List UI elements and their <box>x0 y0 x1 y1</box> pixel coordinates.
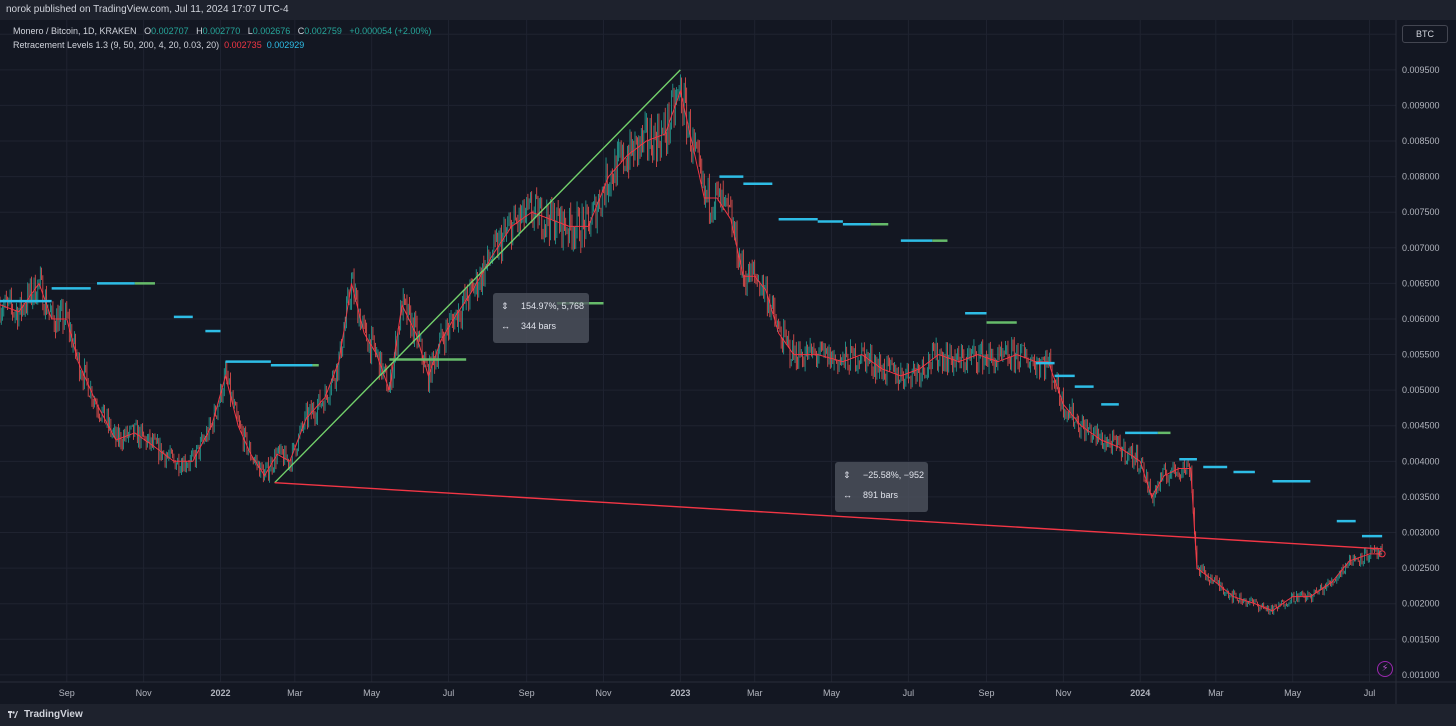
price-tick-label: 0.008000 <box>1402 172 1440 182</box>
high-value: 0.002770 <box>202 26 241 36</box>
time-tick-label: 2022 <box>210 688 230 698</box>
time-tick-label: Mar <box>287 688 303 698</box>
chart-area[interactable]: 0.0100000.0095000.0090000.0085000.008000… <box>0 20 1456 704</box>
price-tick-label: 0.005000 <box>1402 385 1440 395</box>
time-tick-label: Mar <box>1208 688 1224 698</box>
measure-2-change: −25.58%, −952 <box>863 470 925 480</box>
price-tick-label: 0.003000 <box>1402 528 1440 538</box>
low-label: L <box>247 26 253 36</box>
price-tick-label: 0.004500 <box>1402 421 1440 431</box>
price-tick-label: 0.008500 <box>1402 136 1440 146</box>
symbol-legend[interactable]: Monero / Bitcoin, 1D, KRAKEN O0.002707 H… <box>13 26 431 36</box>
price-chart[interactable]: 0.0100000.0095000.0090000.0085000.008000… <box>0 20 1456 704</box>
close-value: 0.002759 <box>304 26 342 36</box>
price-range-icon: ⇕ <box>843 470 851 480</box>
price-tick-label: 0.002000 <box>1402 599 1440 609</box>
price-range-icon: ⇕ <box>501 301 509 311</box>
price-tick-label: 0.007500 <box>1402 207 1440 217</box>
time-tick-label: Sep <box>519 688 535 698</box>
price-tick-label: 0.003500 <box>1402 492 1440 502</box>
open-label: O <box>144 26 152 36</box>
publish-header: norok published on TradingView.com, Jul … <box>0 0 1456 20</box>
published-text: norok published on TradingView.com, Jul … <box>6 4 289 15</box>
grid-lines <box>0 20 1396 682</box>
high-label: H <box>196 26 203 36</box>
footer-bar: TradingView <box>0 704 1456 726</box>
time-tick-label: 2024 <box>1130 688 1150 698</box>
lightning-icon[interactable]: ⚡ <box>1377 661 1393 677</box>
indicator-value-1: 0.002735 <box>224 40 262 50</box>
price-tick-label: 0.006500 <box>1402 278 1440 288</box>
price-axis[interactable]: 0.0100000.0095000.0090000.0085000.008000… <box>1395 20 1456 704</box>
symbol-name: Monero / Bitcoin, 1D, KRAKEN <box>13 26 137 36</box>
time-tick-label: Nov <box>595 688 612 698</box>
low-value: 0.002676 <box>252 26 291 36</box>
time-tick-label: 2023 <box>670 688 690 698</box>
time-tick-label: Jul <box>443 688 455 698</box>
price-tick-label: 0.009000 <box>1402 100 1440 110</box>
measure-2-bars: 891 bars <box>863 490 899 500</box>
time-tick-label: Sep <box>979 688 995 698</box>
price-tick-label: 0.001500 <box>1402 634 1440 644</box>
price-tick-label: 0.004000 <box>1402 456 1440 466</box>
open-value: 0.002707 <box>151 26 189 36</box>
close-line <box>0 89 1383 612</box>
time-tick-label: Nov <box>136 688 153 698</box>
trendline-red <box>274 481 1383 550</box>
price-tick-label: 0.002500 <box>1402 563 1440 573</box>
change-value: +0.000054 (+2.00%) <box>349 26 432 36</box>
time-tick-label: Jul <box>903 688 915 698</box>
tradingview-logo-icon <box>8 711 18 718</box>
time-tick-label: May <box>363 688 381 698</box>
time-tick-label: May <box>1284 688 1302 698</box>
measure-tooltip-1: ⇕ 154.97%, 5,768 ↔ 344 bars <box>493 293 589 343</box>
price-tick-label: 0.006000 <box>1402 314 1440 324</box>
price-axis-bg <box>1396 20 1456 704</box>
time-tick-label: Nov <box>1055 688 1072 698</box>
bar-range-icon: ↔ <box>501 321 510 331</box>
currency-button[interactable]: BTC <box>1402 25 1448 43</box>
footer-brand: TradingView <box>24 709 83 720</box>
measure-tooltip-2: ⇕ −25.58%, −952 ↔ 891 bars <box>835 462 928 512</box>
time-axis[interactable]: Sep Nov 2022 Mar May Jul Sep Nov 2023 Mar May Jul Se… <box>0 681 1456 698</box>
bar-range-icon: ↔ <box>843 490 852 500</box>
retracement-levels <box>0 175 1383 538</box>
close-label: C <box>297 26 305 36</box>
trendlines[interactable] <box>274 69 1386 558</box>
close-line-layer <box>0 89 1383 612</box>
time-tick-label: Sep <box>59 688 75 698</box>
time-tick-label: May <box>823 688 841 698</box>
price-tick-label: 0.009500 <box>1402 65 1440 75</box>
measure-1-change: 154.97%, 5,768 <box>521 301 585 311</box>
indicator-name: Retracement Levels 1.3 (9, 50, 200, 4, 2… <box>13 40 220 50</box>
price-tick-label: 0.001000 <box>1402 670 1440 680</box>
time-tick-label: Mar <box>747 688 763 698</box>
last-price-marker <box>1378 550 1386 558</box>
price-tick-label: 0.005500 <box>1402 350 1440 360</box>
price-tick-label: 0.007000 <box>1402 243 1440 253</box>
indicator-legend[interactable]: Retracement Levels 1.3 (9, 50, 200, 4, 2… <box>13 40 304 50</box>
candles <box>0 74 1383 615</box>
measure-1-bars: 344 bars <box>521 321 557 331</box>
trendline-green <box>274 69 681 484</box>
indicator-value-2: 0.002929 <box>266 40 305 50</box>
time-tick-label: Jul <box>1364 688 1376 698</box>
